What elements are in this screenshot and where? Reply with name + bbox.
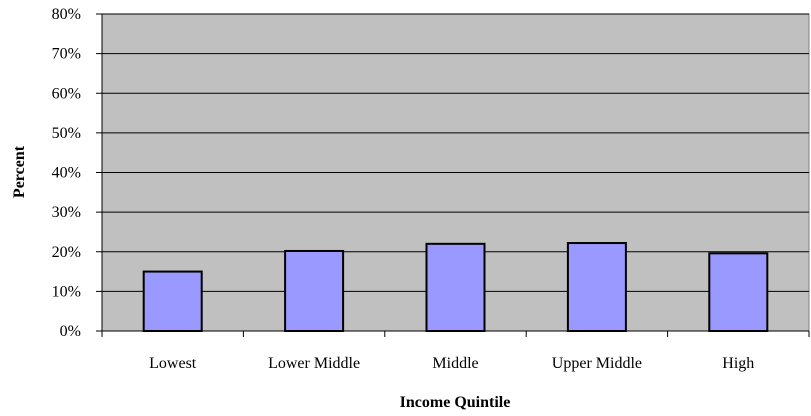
x-tick-label: Lowest	[149, 355, 197, 372]
y-tick-label: 30%	[52, 204, 81, 221]
y-tick-label: 20%	[52, 244, 81, 261]
bar-lowest	[144, 272, 202, 331]
x-axis-title: Income Quintile	[400, 394, 511, 411]
x-tick-label: Middle	[432, 355, 478, 372]
x-tick-label: Upper Middle	[552, 355, 642, 372]
y-tick-label: 70%	[52, 46, 81, 63]
y-tick-label: 50%	[52, 125, 81, 142]
bar-high	[709, 253, 767, 331]
bar-upper-middle	[568, 243, 626, 331]
x-tick-label: High	[722, 355, 754, 372]
y-tick-label: 60%	[52, 85, 81, 102]
bar-lower-middle	[285, 251, 343, 331]
x-axis: Lowest Lower Middle Middle Upper Middle High	[102, 331, 809, 372]
y-tick-label: 10%	[52, 283, 81, 300]
y-tick-label: 80%	[52, 6, 81, 23]
y-tick-label: 0%	[60, 323, 81, 340]
y-tick-label: 40%	[52, 165, 81, 182]
y-axis-title: Percent	[11, 145, 28, 198]
bar-middle	[427, 244, 485, 331]
y-axis: 0% 10% 20% 30% 40% 50% 60% 70% 80%	[52, 6, 102, 340]
x-tick-label: Lower Middle	[268, 355, 360, 372]
